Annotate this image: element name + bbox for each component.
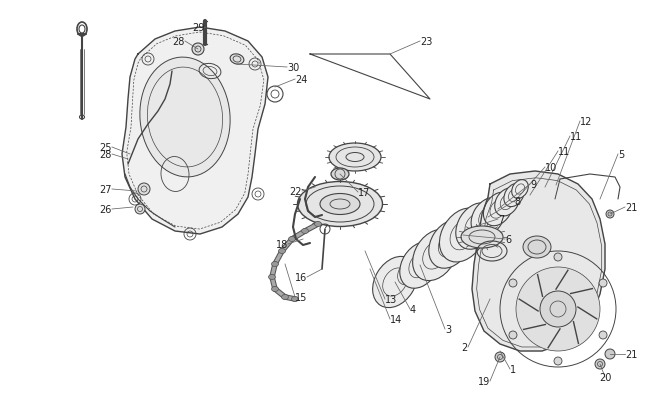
Circle shape — [192, 44, 204, 56]
Text: 23: 23 — [420, 37, 432, 47]
Ellipse shape — [272, 287, 278, 292]
Text: 27: 27 — [99, 185, 112, 194]
Ellipse shape — [372, 257, 417, 308]
Ellipse shape — [268, 275, 276, 280]
Ellipse shape — [400, 242, 440, 288]
Text: 4: 4 — [410, 304, 416, 314]
Text: 9: 9 — [530, 179, 536, 190]
Text: 20: 20 — [599, 372, 611, 382]
Text: 1: 1 — [510, 364, 516, 374]
Ellipse shape — [439, 209, 486, 262]
Text: 21: 21 — [625, 202, 638, 213]
Circle shape — [554, 357, 562, 365]
Circle shape — [135, 205, 145, 215]
Polygon shape — [122, 28, 268, 234]
Ellipse shape — [329, 144, 381, 172]
Text: 11: 11 — [558, 147, 570, 157]
Ellipse shape — [320, 194, 360, 215]
Ellipse shape — [291, 297, 298, 302]
Circle shape — [509, 279, 517, 287]
Text: 21: 21 — [625, 349, 638, 359]
Ellipse shape — [523, 237, 551, 258]
Text: 16: 16 — [294, 272, 307, 282]
Text: 2: 2 — [462, 342, 468, 352]
Ellipse shape — [413, 230, 458, 281]
Text: 19: 19 — [478, 376, 490, 386]
Text: 5: 5 — [618, 149, 624, 160]
Text: 11: 11 — [570, 132, 582, 142]
Text: 29: 29 — [192, 23, 204, 33]
Circle shape — [540, 291, 576, 327]
Ellipse shape — [298, 182, 382, 227]
Ellipse shape — [278, 249, 285, 254]
Circle shape — [599, 331, 607, 339]
Ellipse shape — [495, 189, 519, 216]
Ellipse shape — [504, 184, 524, 207]
Circle shape — [554, 254, 562, 261]
Text: 6: 6 — [505, 234, 511, 244]
Circle shape — [605, 349, 615, 359]
Polygon shape — [472, 172, 605, 351]
Ellipse shape — [230, 55, 244, 65]
Circle shape — [138, 183, 150, 196]
Circle shape — [509, 331, 517, 339]
Text: 30: 30 — [287, 63, 299, 73]
Ellipse shape — [471, 198, 505, 237]
Circle shape — [599, 279, 607, 287]
Ellipse shape — [281, 295, 289, 300]
Text: 3: 3 — [445, 324, 451, 334]
Text: 28: 28 — [173, 37, 185, 47]
Ellipse shape — [289, 237, 296, 242]
Text: 8: 8 — [514, 196, 520, 207]
Text: 15: 15 — [295, 292, 307, 302]
Ellipse shape — [315, 222, 322, 227]
Ellipse shape — [302, 229, 309, 234]
Ellipse shape — [429, 220, 471, 269]
Text: 22: 22 — [289, 187, 302, 196]
Circle shape — [495, 352, 505, 362]
Text: 12: 12 — [580, 117, 592, 127]
Text: 13: 13 — [385, 294, 397, 304]
Circle shape — [595, 359, 605, 369]
Ellipse shape — [272, 262, 278, 267]
Ellipse shape — [140, 58, 230, 177]
Text: 25: 25 — [99, 143, 112, 153]
Ellipse shape — [456, 203, 496, 249]
Ellipse shape — [512, 180, 528, 199]
Text: 18: 18 — [276, 239, 288, 249]
Text: 28: 28 — [99, 149, 112, 160]
Text: 26: 26 — [99, 205, 112, 215]
Text: 17: 17 — [358, 188, 370, 198]
Ellipse shape — [461, 226, 503, 248]
Text: 10: 10 — [545, 162, 557, 173]
Text: 14: 14 — [390, 314, 402, 324]
Text: 24: 24 — [295, 75, 307, 85]
Ellipse shape — [484, 193, 513, 226]
Circle shape — [516, 267, 600, 351]
Circle shape — [606, 211, 614, 218]
Ellipse shape — [331, 168, 349, 181]
Text: 7: 7 — [498, 215, 504, 224]
